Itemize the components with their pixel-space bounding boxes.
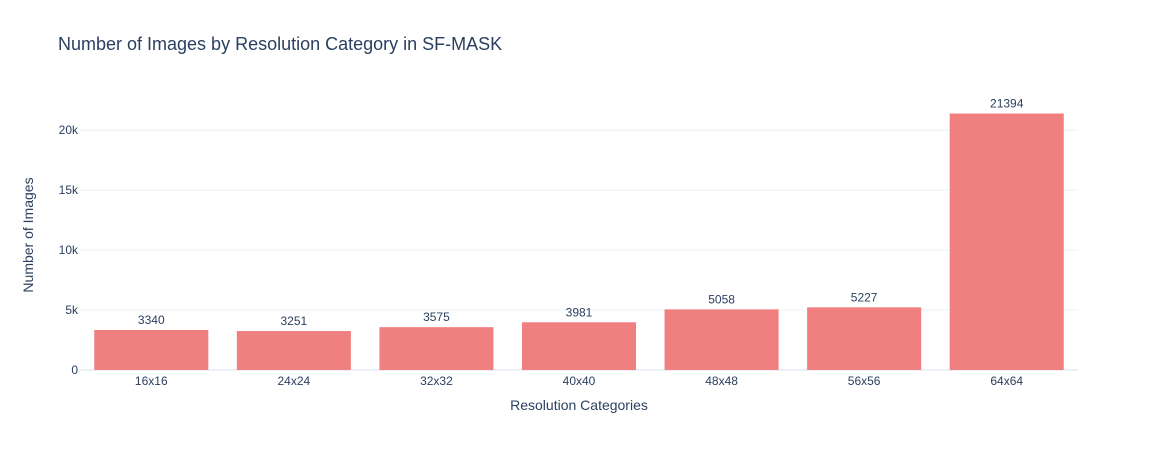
x-tick-label: 24x24 xyxy=(278,374,311,388)
y-tick-label: 0 xyxy=(71,363,78,377)
bar-value-label: 5058 xyxy=(708,292,735,306)
bar-24x24[interactable] xyxy=(236,331,351,370)
bar-value-label: 3251 xyxy=(281,314,308,328)
bar-value-label: 3981 xyxy=(566,305,593,319)
bar-32x32[interactable] xyxy=(379,327,494,370)
x-axis-ticks: 16x16 24x24 32x32 40x40 48x48 56x56 64x64 xyxy=(135,374,1023,388)
chart-title: Number of Images by Resolution Category … xyxy=(58,34,502,54)
x-axis-title: Resolution Categories xyxy=(510,397,648,413)
y-axis-ticks: 0 5k 10k 15k 20k xyxy=(59,123,79,377)
y-tick-label: 20k xyxy=(59,123,79,137)
y-axis-title: Number of Images xyxy=(20,177,36,292)
x-tick-label: 40x40 xyxy=(563,374,596,388)
y-tick-label: 5k xyxy=(65,303,79,317)
y-tick-label: 10k xyxy=(59,243,79,257)
bars xyxy=(94,113,1064,371)
bar-16x16[interactable] xyxy=(94,329,209,370)
bar-value-label: 3340 xyxy=(138,313,165,327)
x-tick-label: 56x56 xyxy=(848,374,881,388)
x-tick-label: 32x32 xyxy=(420,374,453,388)
bar-56x56[interactable] xyxy=(807,307,922,370)
bar-64x64[interactable] xyxy=(949,113,1064,371)
x-tick-label: 64x64 xyxy=(990,374,1023,388)
y-tick-label: 15k xyxy=(59,183,79,197)
bar-value-label: 5227 xyxy=(851,290,878,304)
bar-value-label: 21394 xyxy=(990,97,1024,111)
x-tick-label: 48x48 xyxy=(705,374,738,388)
bar-value-label: 3575 xyxy=(423,310,450,324)
bar-data-labels: 3340 3251 3575 3981 5058 5227 21394 xyxy=(138,97,1024,329)
x-tick-label: 16x16 xyxy=(135,374,168,388)
bar-48x48[interactable] xyxy=(664,309,779,370)
bar-40x40[interactable] xyxy=(521,322,637,370)
